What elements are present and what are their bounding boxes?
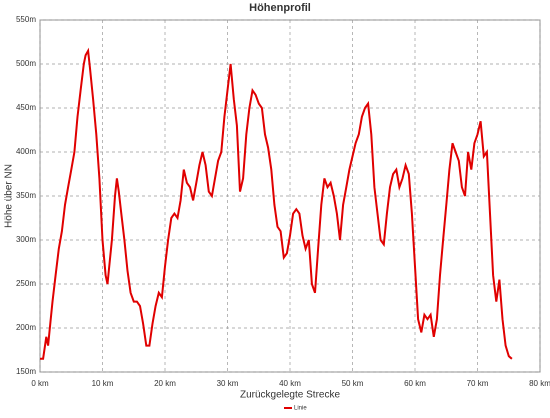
legend-label: Linie: [294, 406, 307, 412]
x-tick-label: 50 km: [342, 379, 364, 388]
y-tick-label: 200m: [16, 323, 36, 332]
y-tick-label: 250m: [16, 279, 36, 288]
x-tick-label: 70 km: [467, 379, 489, 388]
x-axis-label: Zurückgelegte Strecke: [240, 390, 340, 401]
x-tick-label: 40 km: [279, 379, 301, 388]
y-tick-label: 150m: [16, 367, 36, 376]
x-tick-label: 20 km: [154, 379, 176, 388]
y-tick-label: 500m: [16, 59, 36, 68]
line: [40, 47, 513, 360]
x-tick-label: 80 km: [529, 379, 550, 388]
y-tick-label: 400m: [16, 147, 36, 156]
x-tick-label: 60 km: [404, 379, 426, 388]
x-tick-label: 30 km: [217, 379, 239, 388]
x-tick-label: 10 km: [92, 379, 114, 388]
y-tick-label: 450m: [16, 103, 36, 112]
x-tick-label: 0 km: [31, 379, 49, 388]
y-tick-label: 350m: [16, 191, 36, 200]
chart-title: Höhenprofil: [249, 2, 311, 14]
y-axis-label: Höhe über NN: [4, 164, 15, 228]
y-tick-label: 550m: [16, 15, 36, 24]
y-tick-label: 300m: [16, 235, 36, 244]
